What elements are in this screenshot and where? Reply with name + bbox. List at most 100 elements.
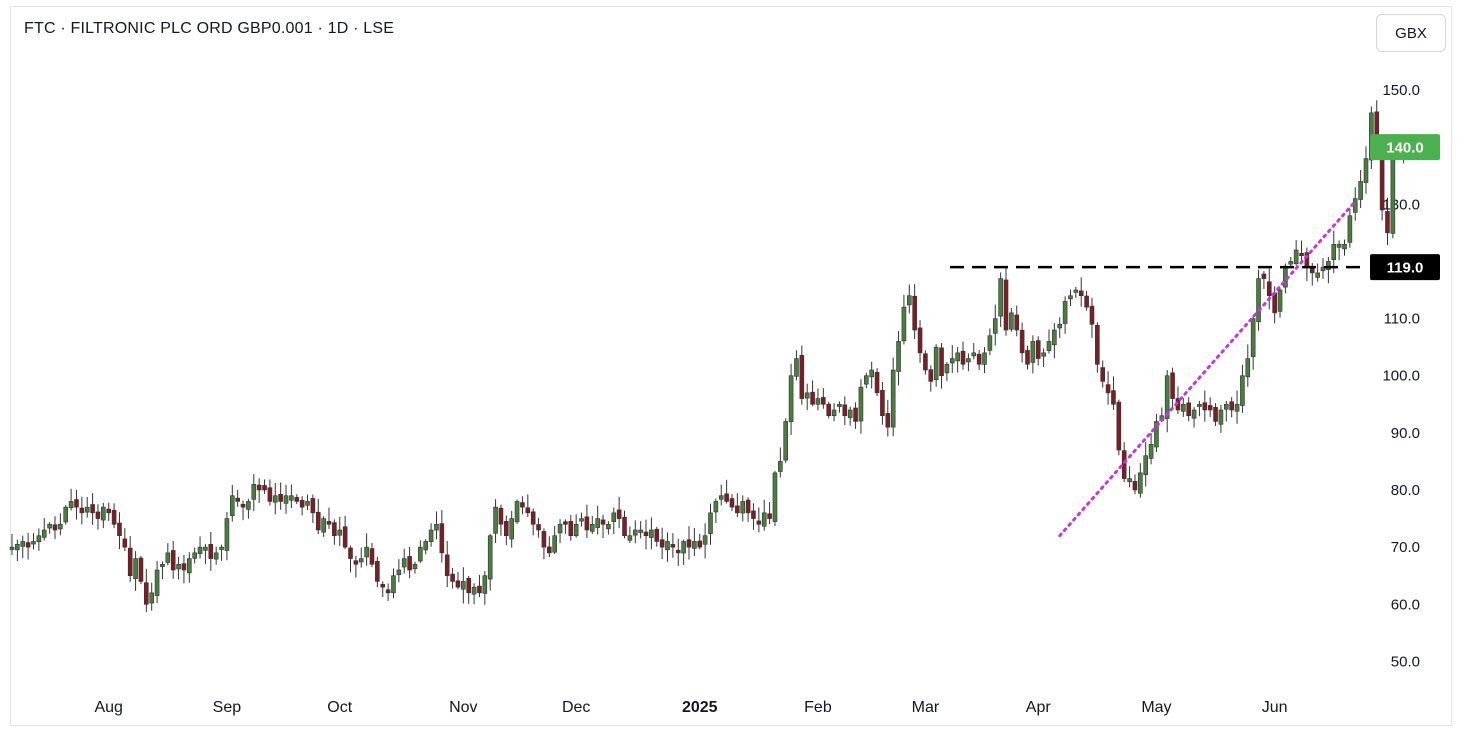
candle <box>649 517 654 550</box>
candle <box>401 548 407 574</box>
candle <box>471 583 477 605</box>
x-tick-label: Mar <box>912 699 940 716</box>
candle-body <box>364 546 369 558</box>
candle <box>1240 364 1245 413</box>
level-price-badge-bg <box>1370 254 1440 281</box>
candle <box>1170 367 1175 408</box>
candle <box>971 343 977 360</box>
candle <box>1299 240 1304 264</box>
candle-body <box>880 390 885 417</box>
candle <box>1154 413 1159 453</box>
candle <box>638 521 643 539</box>
candle-body <box>1197 403 1202 407</box>
candle <box>332 519 337 545</box>
support-trendline <box>1058 199 1357 538</box>
candle <box>326 507 332 529</box>
candle-body <box>1234 403 1240 412</box>
candle <box>1025 345 1030 370</box>
candle-body <box>1025 350 1030 365</box>
candle-body <box>1191 409 1197 419</box>
candle-body <box>74 499 79 508</box>
candle <box>670 533 676 558</box>
candle <box>246 498 251 519</box>
candle <box>563 519 568 534</box>
candle <box>1089 297 1095 338</box>
candle-body <box>412 563 418 570</box>
candle-body <box>154 569 160 596</box>
candle <box>1078 277 1084 307</box>
candle <box>654 526 660 547</box>
candle-body <box>396 569 402 576</box>
candle-body <box>697 540 703 548</box>
candle <box>369 542 375 568</box>
candle-body <box>632 529 638 536</box>
candle-body <box>305 501 310 506</box>
candle <box>1277 288 1283 318</box>
candle <box>589 515 595 534</box>
candle-body <box>358 558 364 563</box>
candle-body <box>659 539 665 548</box>
candle-body <box>643 531 649 537</box>
candle <box>138 555 144 585</box>
candle-body <box>401 558 407 568</box>
candle-body <box>1143 455 1149 476</box>
candle-body <box>1116 401 1122 451</box>
candle <box>434 511 439 540</box>
candle-body <box>482 575 488 594</box>
candle-body <box>869 369 874 378</box>
candle <box>923 350 928 375</box>
x-tick-label: Apr <box>1026 699 1052 716</box>
candle <box>498 504 504 536</box>
candle-body <box>778 461 783 472</box>
candle-body <box>611 512 617 522</box>
candle-body <box>224 518 230 551</box>
candle-body <box>971 352 977 357</box>
candle-body <box>982 352 987 365</box>
candle <box>9 534 15 555</box>
candle <box>160 561 165 580</box>
candle-body <box>589 523 595 532</box>
candle-body <box>1084 295 1089 308</box>
candle <box>321 516 326 537</box>
candle <box>573 514 579 538</box>
currency-button[interactable]: GBX <box>1376 14 1446 52</box>
candle <box>821 388 826 409</box>
chart-title: FTC · FILTRONIC PLC ORD GBP0.001 · 1D · … <box>24 20 395 37</box>
candle <box>896 331 901 386</box>
candle <box>1336 240 1342 261</box>
candle-body <box>606 523 611 530</box>
candle <box>546 536 552 558</box>
candle-body <box>90 504 95 514</box>
candle-body <box>1299 252 1304 257</box>
candle-body <box>1293 249 1299 265</box>
candle-body <box>799 355 805 399</box>
candle <box>810 380 815 407</box>
candle <box>477 574 482 598</box>
candle-body <box>407 556 412 571</box>
candle <box>358 547 364 568</box>
candle <box>466 575 472 604</box>
current-price-badge-bg <box>1370 134 1440 161</box>
candle <box>439 510 445 563</box>
candle-body <box>1009 312 1014 330</box>
candle-body <box>1100 367 1106 382</box>
candle-body <box>541 531 547 548</box>
candle <box>68 488 74 511</box>
candle-body <box>901 306 907 342</box>
candle <box>278 482 283 510</box>
candle-body <box>461 581 466 590</box>
candle <box>1234 390 1240 424</box>
candle <box>144 568 149 613</box>
candle-body <box>692 541 697 549</box>
candle-body <box>557 523 563 534</box>
candle-body <box>213 552 219 560</box>
candle-body <box>117 522 122 537</box>
candle <box>745 497 751 522</box>
x-tick-label: Jun <box>1262 699 1288 716</box>
x-tick-label: Nov <box>449 699 477 716</box>
candle-body <box>434 523 439 531</box>
candle <box>1358 169 1363 209</box>
candle <box>767 501 772 525</box>
candle <box>272 483 278 515</box>
